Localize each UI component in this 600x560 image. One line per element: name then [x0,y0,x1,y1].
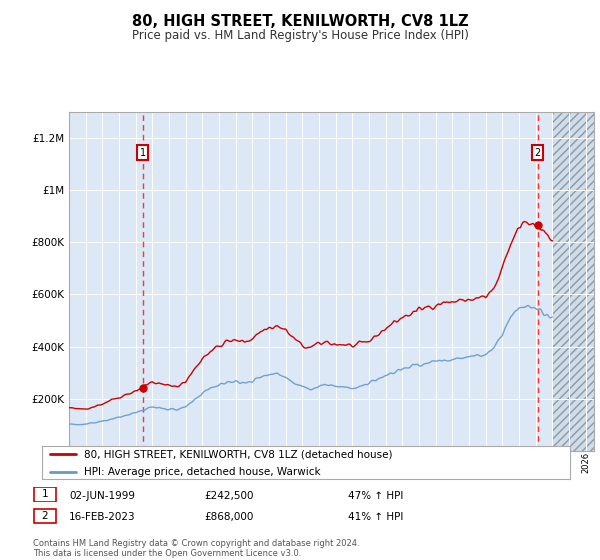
Text: 47% ↑ HPI: 47% ↑ HPI [348,491,403,501]
Text: 2: 2 [535,148,541,158]
Text: 1: 1 [140,148,146,158]
Text: Contains HM Land Registry data © Crown copyright and database right 2024.
This d: Contains HM Land Registry data © Crown c… [33,539,359,558]
Text: Price paid vs. HM Land Registry's House Price Index (HPI): Price paid vs. HM Land Registry's House … [131,29,469,42]
Text: 2: 2 [41,511,49,521]
FancyBboxPatch shape [34,508,56,523]
Text: HPI: Average price, detached house, Warwick: HPI: Average price, detached house, Warw… [84,466,321,477]
Text: 41% ↑ HPI: 41% ↑ HPI [348,512,403,522]
Text: £868,000: £868,000 [204,512,253,522]
FancyBboxPatch shape [34,487,56,502]
Text: 16-FEB-2023: 16-FEB-2023 [69,512,136,522]
Bar [553,112,594,451]
Text: 80, HIGH STREET, KENILWORTH, CV8 1LZ: 80, HIGH STREET, KENILWORTH, CV8 1LZ [131,14,469,29]
Text: 80, HIGH STREET, KENILWORTH, CV8 1LZ (detached house): 80, HIGH STREET, KENILWORTH, CV8 1LZ (de… [84,450,393,459]
Text: 1: 1 [41,489,49,500]
Text: £242,500: £242,500 [204,491,254,501]
Text: 02-JUN-1999: 02-JUN-1999 [69,491,135,501]
